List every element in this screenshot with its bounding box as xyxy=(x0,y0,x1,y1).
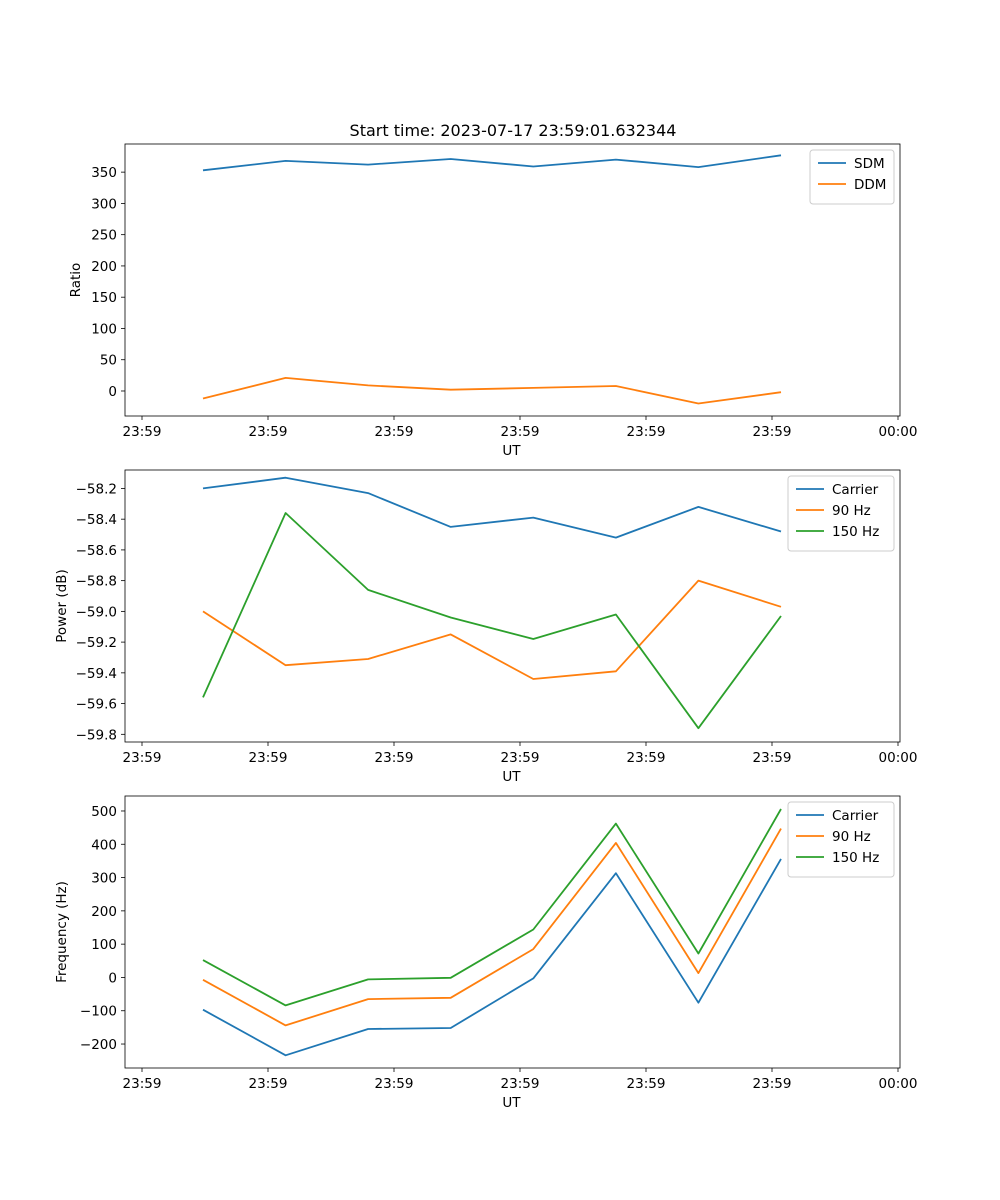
chart-title: Start time: 2023-07-17 23:59:01.632344 xyxy=(350,121,677,140)
legend: SDM DDM xyxy=(809,149,895,205)
y-axis-label: Ratio xyxy=(68,263,84,298)
y-tick-label: −59.4 xyxy=(76,666,117,682)
series-line-carrier xyxy=(202,858,782,1057)
series-line-carrier xyxy=(202,476,782,539)
y-tick-label: 100 xyxy=(91,321,117,337)
x-tick-label: 23:59 xyxy=(123,750,162,766)
plot-frame xyxy=(124,469,901,743)
legend: Carrier 90 Hz 150 Hz xyxy=(787,801,895,878)
chart-panel-1: 0 50 100 150 200 250 300 350 23:59 23:59 23:59 23:5… xyxy=(68,121,917,459)
y-tick-label: 50 xyxy=(100,353,117,369)
x-tick-label: 23:59 xyxy=(249,750,288,766)
y-tick-label: −200 xyxy=(80,1037,117,1053)
x-tick-label: 23:59 xyxy=(627,1076,666,1092)
x-tick-label: 23:59 xyxy=(249,424,288,440)
x-tick-label: 23:59 xyxy=(627,750,666,766)
x-tick-label: 23:59 xyxy=(123,1076,162,1092)
y-tick-label: −100 xyxy=(80,1004,117,1020)
legend-label: 90 Hz xyxy=(832,829,871,845)
y-tick-label: 100 xyxy=(91,937,117,953)
legend-box xyxy=(787,801,895,878)
y-tick-label: −58.6 xyxy=(76,543,117,559)
y-tick-label: −58.8 xyxy=(76,574,117,590)
x-tick-label: 23:59 xyxy=(249,1076,288,1092)
y-tick-label: 500 xyxy=(91,804,117,820)
x-tick-label: 23:59 xyxy=(753,424,792,440)
y-tick-label: 350 xyxy=(91,165,117,181)
x-tick-label: 23:59 xyxy=(375,424,414,440)
y-tick-label: −59.0 xyxy=(76,604,117,620)
y-tick-label: 300 xyxy=(91,871,117,887)
x-tick-label: 23:59 xyxy=(753,750,792,766)
y-tick-label: −59.8 xyxy=(76,727,117,743)
series-line-90-hz xyxy=(202,828,782,1027)
chart-panel-3: −200 −100 0 100 200 300 400 500 23:59 23:59 23:59 2… xyxy=(54,795,918,1111)
plot-frame xyxy=(124,143,901,417)
x-tick-label: 23:59 xyxy=(375,750,414,766)
x-axis-label: UT xyxy=(502,1095,521,1111)
x-tick-label: 00:00 xyxy=(879,750,918,766)
y-tick-label: 400 xyxy=(91,837,117,853)
x-tick-label: 00:00 xyxy=(879,424,918,440)
series-line-150-hz xyxy=(202,808,782,1007)
series-line-ddm xyxy=(202,376,782,405)
y-tick-label: 0 xyxy=(108,970,117,986)
x-tick-label: 23:59 xyxy=(375,1076,414,1092)
plot-frame xyxy=(124,795,901,1069)
x-axis-label: UT xyxy=(502,769,521,785)
series-line-sdm xyxy=(202,154,782,172)
x-tick-label: 23:59 xyxy=(501,750,540,766)
legend-label: Carrier xyxy=(832,808,879,824)
y-tick-label: 150 xyxy=(91,290,117,306)
y-tick-label: −58.4 xyxy=(76,512,117,528)
legend-label: 150 Hz xyxy=(832,850,879,866)
x-axis-label: UT xyxy=(502,443,521,459)
y-axis-label: Power (dB) xyxy=(54,569,70,642)
x-tick-label: 23:59 xyxy=(753,1076,792,1092)
x-tick-label: 23:59 xyxy=(123,424,162,440)
series-line-150-hz xyxy=(202,512,782,730)
x-tick-label: 23:59 xyxy=(501,424,540,440)
chart-panel-2: −59.8 −59.6 −59.4 −59.2 −59.0 −58.8 −58.6 −58.4… xyxy=(54,469,918,785)
legend-box xyxy=(787,475,895,552)
x-tick-label: 23:59 xyxy=(501,1076,540,1092)
y-tick-label: 200 xyxy=(91,904,117,920)
x-tick-label: 00:00 xyxy=(879,1076,918,1092)
series-line-90-hz xyxy=(202,579,782,680)
x-tick-label: 23:59 xyxy=(627,424,666,440)
y-tick-label: 250 xyxy=(91,228,117,244)
y-tick-label: 300 xyxy=(91,196,117,212)
y-tick-label: −58.2 xyxy=(76,481,117,497)
legend-label: SDM xyxy=(854,156,885,172)
legend: Carrier 90 Hz 150 Hz xyxy=(787,475,895,552)
y-tick-label: 0 xyxy=(108,384,117,400)
legend-label: 90 Hz xyxy=(832,503,871,519)
y-tick-label: 200 xyxy=(91,259,117,275)
legend-label: 150 Hz xyxy=(832,524,879,540)
legend-label: Carrier xyxy=(832,482,879,498)
y-axis-label: Frequency (Hz) xyxy=(54,881,70,983)
legend-label: DDM xyxy=(854,177,886,193)
y-tick-label: −59.6 xyxy=(76,697,117,713)
y-tick-label: −59.2 xyxy=(76,635,117,651)
